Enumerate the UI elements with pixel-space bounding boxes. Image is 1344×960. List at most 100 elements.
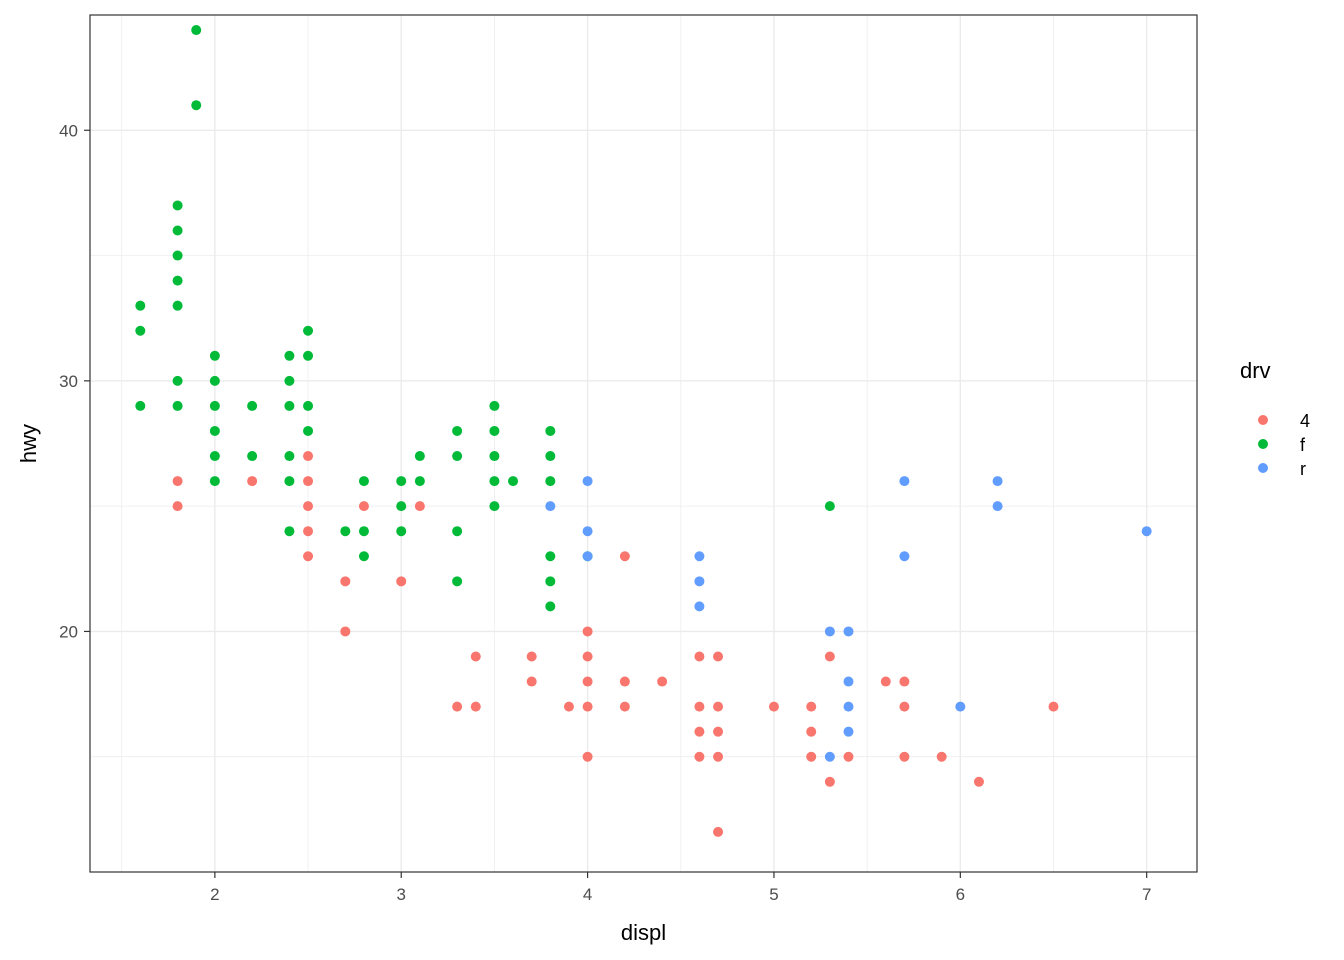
y-tick-label: 40 [59,121,78,140]
y-tick-label: 30 [59,372,78,391]
data-point-f [284,400,295,411]
data-point-4 [713,826,724,837]
data-point-4 [694,651,705,662]
data-point-4 [526,651,537,662]
data-point-f [135,400,146,411]
legend-label-4: 4 [1300,411,1310,431]
data-point-4 [340,576,351,587]
data-point-r [843,726,854,737]
data-point-4 [936,751,947,762]
data-point-r [582,526,593,537]
data-point-4 [713,651,724,662]
data-point-r [992,476,1003,487]
panel-background [90,15,1197,872]
data-point-f [209,451,220,462]
data-point-r [992,501,1003,512]
data-point-4 [824,651,835,662]
data-point-f [209,350,220,361]
data-point-4 [526,676,537,687]
data-point-r [899,476,910,487]
data-point-f [209,400,220,411]
data-point-f [284,350,295,361]
data-point-4 [713,751,724,762]
x-tick-label: 2 [210,885,219,904]
data-point-f [396,501,407,512]
data-point-4 [1048,701,1059,712]
legend: drv 4 fr [1240,358,1310,479]
data-point-4 [582,651,593,662]
data-point-f [172,400,183,411]
data-point-f [452,425,463,436]
data-point-f [172,200,183,211]
data-points [135,25,1152,837]
x-tick-label: 5 [769,885,778,904]
data-point-f [489,451,500,462]
data-point-r [843,676,854,687]
data-point-f [172,225,183,236]
y-tick-label: 20 [59,622,78,641]
data-point-f [396,476,407,487]
data-point-4 [713,726,724,737]
data-point-4 [470,651,481,662]
data-point-4 [582,751,593,762]
x-axis-title: displ [621,920,666,945]
data-point-f [452,576,463,587]
data-point-f [303,400,314,411]
data-point-f [545,476,556,487]
data-point-f [284,375,295,386]
data-point-f [452,526,463,537]
data-point-4 [563,701,574,712]
data-point-r [694,551,705,562]
data-point-f [489,425,500,436]
data-point-4 [973,776,984,787]
y-axis: 20 30 40 [59,121,90,641]
legend-label-f: f [1300,435,1306,455]
data-point-f [247,400,258,411]
data-point-r [582,551,593,562]
data-point-r [694,601,705,612]
y-axis-title: hwy [16,424,41,463]
legend-key-f [1258,439,1268,449]
x-tick-label: 7 [1142,885,1151,904]
data-point-4 [694,751,705,762]
data-point-4 [582,701,593,712]
minor-gridlines [90,15,1197,872]
data-point-f [489,400,500,411]
data-point-4 [303,451,314,462]
data-point-4 [619,551,630,562]
data-point-4 [619,701,630,712]
data-point-4 [713,701,724,712]
data-point-r [955,701,966,712]
data-point-4 [247,476,258,487]
data-point-4 [396,576,407,587]
data-point-r [1141,526,1152,537]
x-tick-label: 4 [583,885,592,904]
data-point-f [452,451,463,462]
major-gridlines [90,15,1197,872]
legend-label-r: r [1300,459,1306,479]
data-point-4 [899,751,910,762]
data-point-4 [358,501,369,512]
x-tick-label: 6 [956,885,965,904]
data-point-f [209,476,220,487]
data-point-f [191,100,202,111]
data-point-f [209,425,220,436]
data-point-4 [899,701,910,712]
data-point-f [545,451,556,462]
data-point-f [545,551,556,562]
data-point-f [545,576,556,587]
data-point-4 [899,676,910,687]
data-point-4 [582,626,593,637]
data-point-4 [340,626,351,637]
data-point-r [824,751,835,762]
data-point-r [582,476,593,487]
legend-entries: 4 fr [1258,411,1310,479]
data-point-f [824,501,835,512]
data-point-r [899,551,910,562]
data-point-4 [694,701,705,712]
data-point-f [303,350,314,361]
x-tick-label: 3 [396,885,405,904]
data-point-f [414,476,425,487]
data-point-4 [303,501,314,512]
